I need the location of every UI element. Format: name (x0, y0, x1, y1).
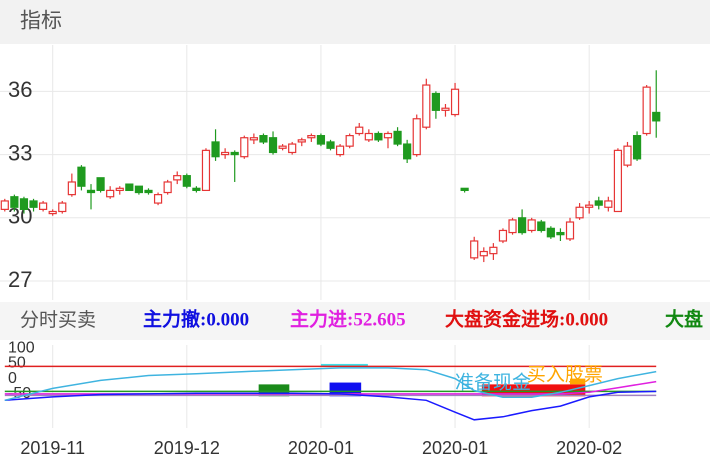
candle-body (537, 221, 546, 232)
signal-bar (481, 384, 586, 397)
candle-body (565, 221, 575, 240)
candle-body (230, 151, 239, 156)
signal-bar (329, 382, 362, 397)
candle-body (278, 145, 287, 149)
candle-body (173, 175, 182, 181)
candle-body (498, 229, 508, 242)
candle-body (441, 107, 450, 111)
candle-body (316, 135, 326, 145)
candle-body (297, 139, 306, 143)
candle-body (268, 137, 278, 154)
candle-body (10, 196, 19, 208)
candle-body (364, 132, 373, 141)
annotation: 买入股票 (527, 365, 603, 386)
y-tick-label: 36 (8, 77, 32, 102)
candle-body (58, 202, 67, 213)
candle-body (556, 231, 565, 236)
candle-body (460, 187, 469, 192)
indicator-bar[interactable] (0, 302, 710, 340)
candle-body (125, 183, 134, 192)
candle-body (326, 141, 335, 149)
candle-body (374, 132, 383, 141)
candle-body (19, 198, 29, 210)
candle-body (518, 217, 527, 234)
candle-body (96, 177, 105, 192)
candle-body (422, 84, 431, 128)
candle-body (345, 135, 354, 147)
candle-body (67, 181, 76, 196)
signal-bar (570, 378, 586, 385)
candle-body (393, 130, 402, 145)
candle-body (604, 200, 613, 208)
candle-body (48, 210, 57, 215)
x-tick-label: 2019-11 (20, 438, 85, 458)
candle-body (403, 143, 412, 160)
candle-body (335, 145, 345, 156)
candle-body (652, 111, 661, 122)
header-bar (0, 0, 710, 44)
legend-item: 主力进:52.605 (290, 307, 406, 330)
candle-body (412, 118, 421, 156)
candle-body (77, 166, 86, 187)
candle-body (508, 219, 517, 234)
candle-body (383, 132, 393, 139)
y-tick-label: 27 (8, 267, 32, 292)
candle-body (613, 149, 623, 213)
candle-body (594, 200, 603, 206)
candle-body (546, 227, 555, 238)
y-tick-label: 0 (8, 370, 17, 387)
legend-item: 主力撤:0.000 (143, 307, 249, 330)
candle-body (479, 250, 488, 257)
x-tick-label: 2020-02 (556, 438, 622, 458)
candle-body (431, 92, 440, 111)
candle-body (307, 135, 316, 139)
candle-body (106, 189, 115, 198)
indicator-line (4, 367, 657, 402)
y-tick-label: 33 (8, 140, 32, 165)
candle-body (585, 204, 594, 208)
candle-body (201, 149, 211, 192)
candle-body (288, 143, 297, 154)
indicator-line (4, 390, 657, 421)
candle-body (249, 137, 258, 141)
candle-body (642, 86, 651, 135)
legend-item: 大盘资金进场:0.000 (445, 307, 608, 330)
candle-body (115, 187, 124, 192)
y-tick-label: 50 (8, 355, 26, 372)
x-tick-label: 2019-12 (154, 438, 220, 458)
candle-body (259, 135, 268, 143)
candle-body (211, 141, 220, 158)
candle-body (623, 145, 632, 166)
candle-body (39, 202, 48, 210)
annotation: 准备现金 (455, 371, 531, 393)
candle-body (144, 189, 153, 194)
candle-body (182, 175, 191, 187)
candle-body (470, 240, 479, 259)
candle-body (355, 126, 364, 135)
candle-body (489, 246, 498, 255)
candle-body (527, 219, 536, 232)
candle-body (632, 135, 642, 160)
y-tick-label: 100 (8, 339, 35, 356)
candle-body (153, 194, 163, 204)
legend-item: 大盘 (665, 307, 703, 330)
indicator-title: 分时买卖 (20, 309, 96, 331)
signal-bar (320, 363, 368, 367)
candle-body (221, 151, 230, 156)
x-tick-label: 2020-01 (422, 438, 488, 458)
candle-body (86, 189, 96, 194)
candle-body (575, 206, 584, 219)
x-tick-label: 2020-01 (288, 438, 354, 458)
candle-body (450, 88, 460, 116)
candle-body (240, 137, 249, 158)
header-title: 指标 (20, 10, 62, 33)
candle-body (0, 200, 9, 210)
signal-bar (258, 384, 290, 397)
candle-body (163, 181, 172, 194)
candle-body (192, 187, 201, 192)
candle-body (134, 185, 144, 194)
candle-body (29, 200, 38, 208)
